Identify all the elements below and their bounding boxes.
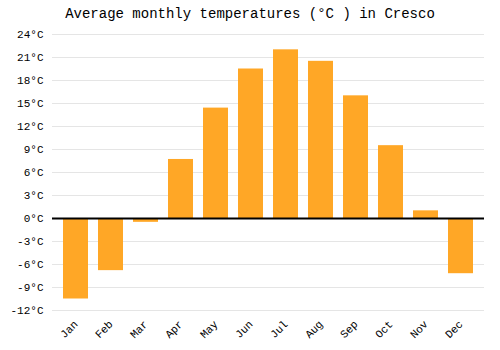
- svg-text:Oct: Oct: [373, 318, 395, 340]
- svg-text:Jun: Jun: [233, 318, 255, 340]
- svg-text:0°C: 0°C: [24, 213, 44, 225]
- svg-text:Jan: Jan: [58, 318, 80, 340]
- svg-text:-3°C: -3°C: [17, 236, 44, 248]
- html-text:Average monthly temperatures (: Average monthly temperatures (°C ) in Cr…: [65, 6, 435, 22]
- svg-text:-9°C: -9°C: [17, 282, 44, 294]
- svg-text:May: May: [198, 318, 221, 341]
- svg-text:-12°C: -12°C: [10, 305, 43, 317]
- svg-text:15°C: 15°C: [17, 98, 44, 110]
- svg-text:Sep: Sep: [338, 318, 360, 340]
- svg-text:24°C: 24°C: [17, 29, 44, 41]
- svg-text:3°C: 3°C: [24, 190, 44, 202]
- svg-text:Apr: Apr: [163, 318, 185, 340]
- svg-text:12°C: 12°C: [17, 121, 44, 133]
- svg-text:21°C: 21°C: [17, 52, 44, 64]
- svg-text:6°C: 6°C: [24, 167, 44, 179]
- svg-text:18°C: 18°C: [17, 75, 44, 87]
- svg-text:Dec: Dec: [443, 318, 465, 340]
- svg-text:Jul: Jul: [268, 318, 290, 340]
- svg-text:Aug: Aug: [303, 318, 325, 340]
- svg-text:-6°C: -6°C: [17, 259, 44, 271]
- svg-text:Feb: Feb: [93, 318, 115, 340]
- svg-text:9°C: 9°C: [24, 144, 44, 156]
- svg-text:Mar: Mar: [128, 318, 150, 340]
- svg-text:Nov: Nov: [408, 318, 431, 341]
